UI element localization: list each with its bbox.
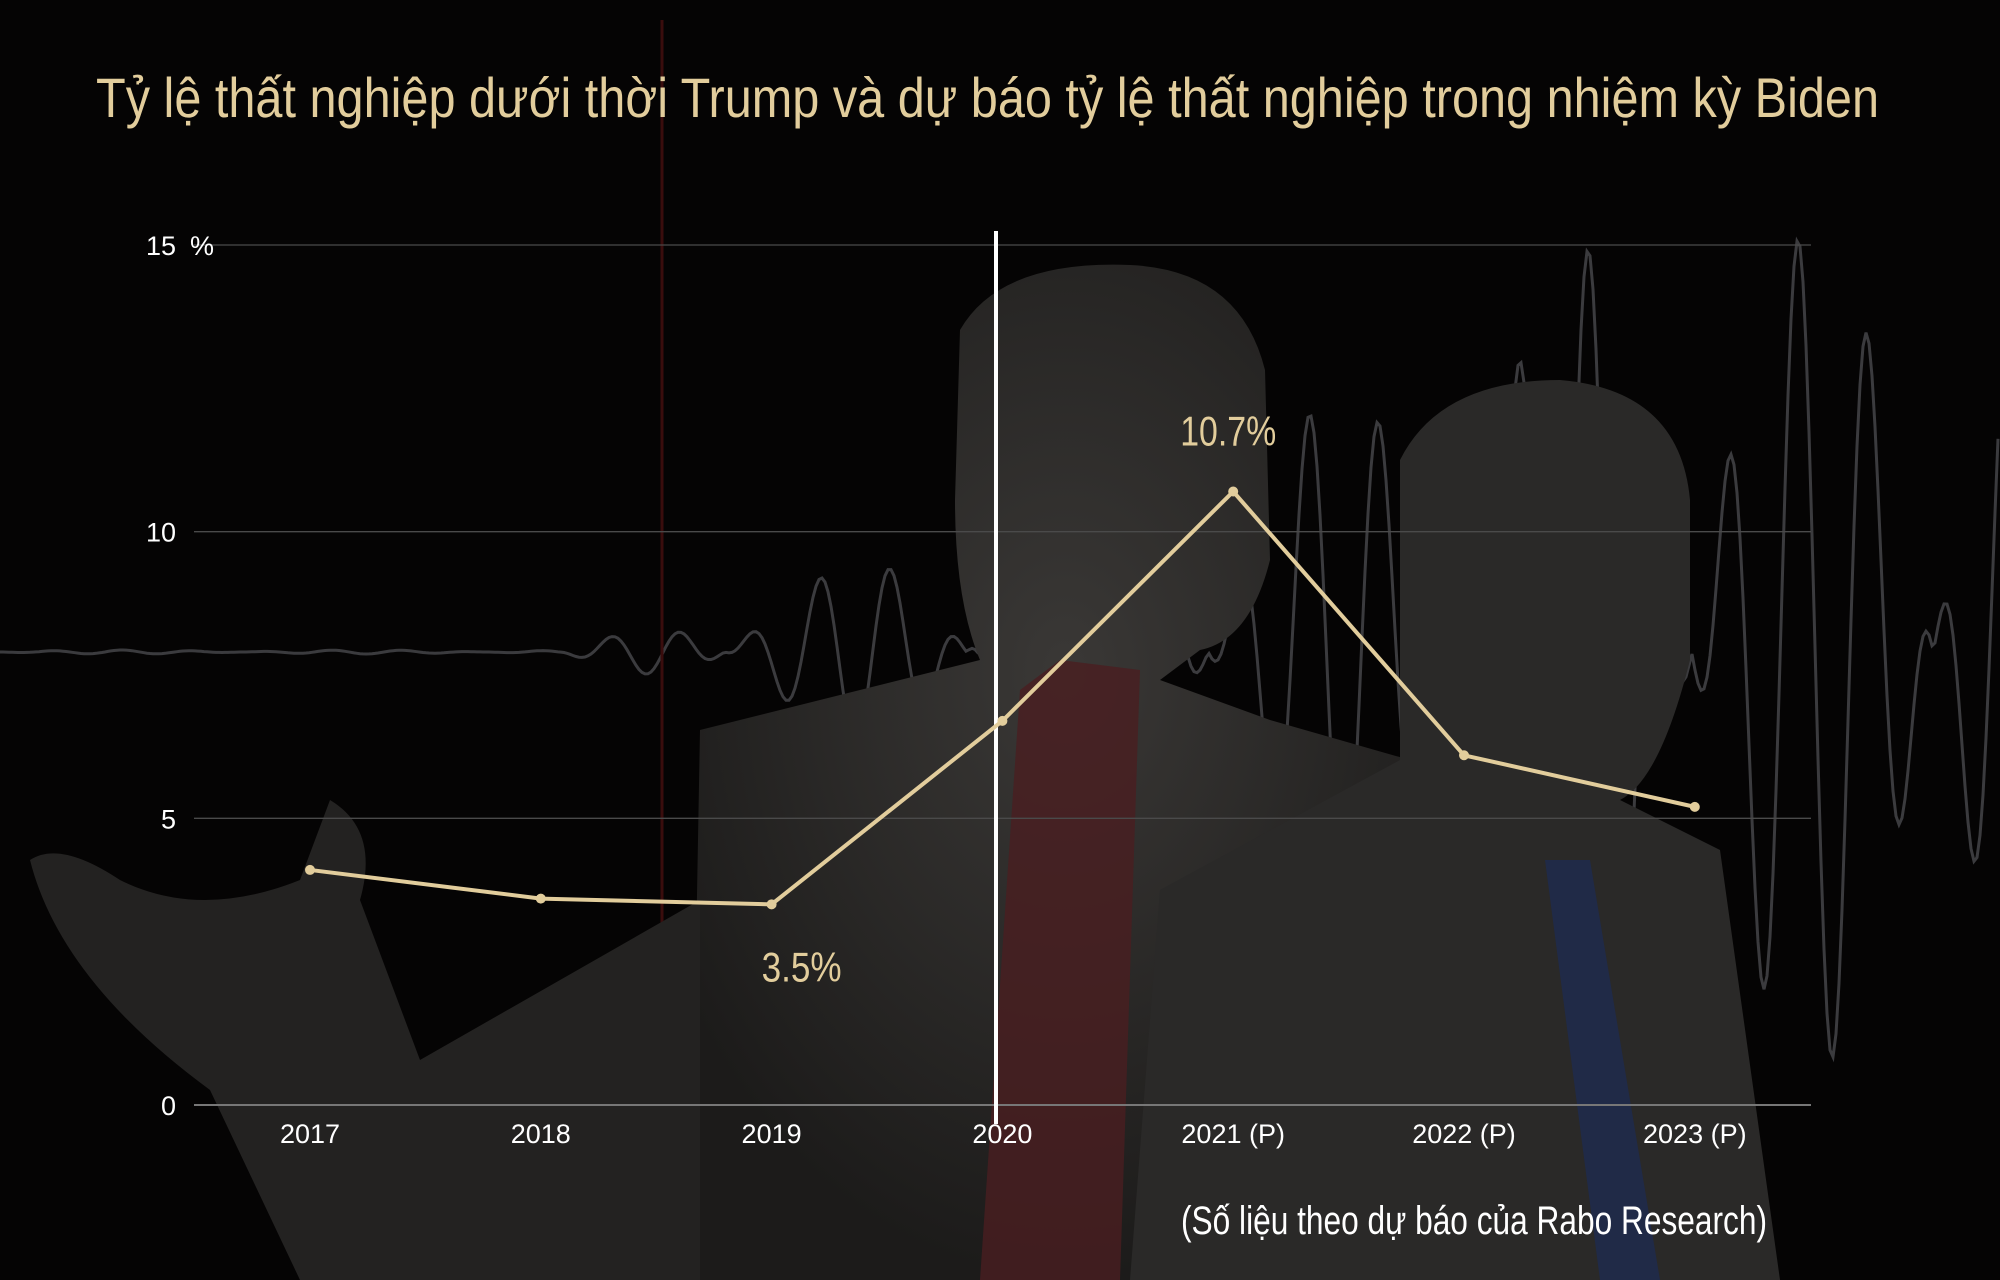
data-point-2020	[997, 715, 1008, 726]
y-tick-label: 0	[161, 1091, 176, 1121]
x-tick-label: 2019	[742, 1119, 802, 1149]
y-tick-label: 10	[146, 518, 176, 548]
x-tick-label: 2018	[511, 1119, 571, 1149]
data-point-2022 (P)	[1459, 750, 1469, 761]
x-tick-label: 2020	[972, 1119, 1032, 1149]
x-tick-label: 2022 (P)	[1412, 1119, 1516, 1149]
x-tick-label: 2017	[280, 1119, 340, 1149]
x-tick-label: 2021 (P)	[1181, 1119, 1285, 1149]
data-point-2023 (P)	[1689, 801, 1700, 812]
data-point-2017	[305, 864, 315, 875]
y-unit-label: %	[190, 231, 214, 261]
y-tick-label: 5	[161, 804, 176, 834]
x-tick-label: 2023 (P)	[1643, 1119, 1747, 1149]
y-tick-label: 15	[146, 231, 176, 261]
data-point-2021 (P)	[1228, 486, 1239, 497]
source-note: (Số liệu theo dự báo của Rabo Research)	[1181, 1199, 1767, 1243]
background-photo	[0, 20, 2000, 1280]
data-point-2018	[535, 893, 546, 904]
chart-title: Tỷ lệ thất nghiệp dưới thời Trump và dự …	[96, 66, 1879, 129]
annotation-2019: 3.5%	[762, 943, 842, 990]
data-point-2019	[766, 899, 777, 910]
annotation-2021: 10.7%	[1180, 408, 1276, 455]
